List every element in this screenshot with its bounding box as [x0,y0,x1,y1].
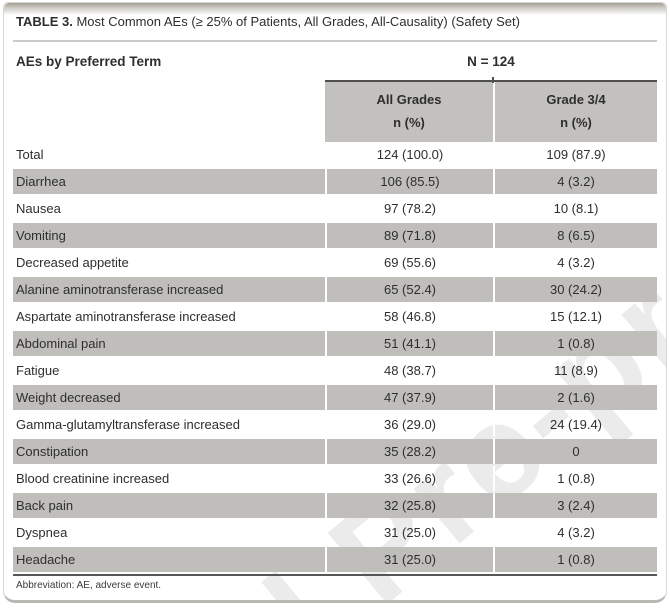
cell-grade-3-4: 24 (19.4) [493,412,657,437]
cell-term: Back pain [13,493,325,518]
cell-grade-3-4: 8 (6.5) [493,223,657,248]
cell-term: Nausea [16,201,61,216]
cell-all-grades: 48 (38.7) [325,358,493,383]
table-footnote: Abbreviation: AE, adverse event. [16,580,162,591]
column-divider-tick [492,77,494,83]
cell-grade-3-4: 10 (8.1) [493,196,657,221]
column-subtitle: n (%) [393,115,425,130]
n-count-header: N = 124 [467,53,515,69]
table-row: Alanine aminotransferase increased 65 (5… [13,277,657,302]
preferred-term-header: AEs by Preferred Term [16,53,162,69]
cell-term: Dyspnea [16,525,68,540]
column-header-all-grades: All Grades n (%) [325,82,493,142]
document-page: Journal Pre-proof TABLE 3. Most Common A… [3,2,667,603]
cell-grade-3-4: 2 (1.6) [493,385,657,410]
cell-term: Constipation [13,439,325,464]
cell-all-grades: 65 (52.4) [325,277,493,302]
cell-all-grades: 33 (26.6) [325,466,493,491]
table-row: Back pain 32 (25.8) 3 (2.4) [13,493,657,518]
cell-grade-3-4: 4 (3.2) [493,169,657,194]
table-body: Total 124 (100.0) 109 (87.9) Diarrhea 10… [13,142,657,572]
cell-grade-3-4: 30 (24.2) [493,277,657,302]
scanned-page-top-edge [4,3,666,15]
cell-grade-3-4: 15 (12.1) [493,304,657,329]
cell-all-grades: 69 (55.6) [325,250,493,275]
table-row: Weight decreased 47 (37.9) 2 (1.6) [13,385,657,410]
cell-term: Decreased appetite [16,255,129,270]
cell-grade-3-4: 1 (0.8) [493,466,657,491]
table-row: Fatigue 48 (38.7) 11 (8.9) [13,358,657,383]
cell-all-grades: 35 (28.2) [325,439,493,464]
table-row: Decreased appetite 69 (55.6) 4 (3.2) [13,250,657,275]
cell-grade-3-4: 3 (2.4) [493,493,657,518]
cell-grade-3-4: 0 [493,439,657,464]
table-row: Dyspnea 31 (25.0) 4 (3.2) [13,520,657,545]
table-row: Nausea 97 (78.2) 10 (8.1) [13,196,657,221]
cell-all-grades: 97 (78.2) [325,196,493,221]
table-row: Constipation 35 (28.2) 0 [13,439,657,464]
cell-all-grades: 32 (25.8) [325,493,493,518]
cell-all-grades: 106 (85.5) [325,169,493,194]
cell-term: Abdominal pain [13,331,325,356]
cell-term: Alanine aminotransferase increased [13,277,325,302]
cell-term: Diarrhea [13,169,325,194]
title-divider [13,40,657,42]
column-header-grade-3-4: Grade 3/4 n (%) [493,82,657,142]
empty-header-cell [13,82,325,142]
table-row: Abdominal pain 51 (41.1) 1 (0.8) [13,331,657,356]
table-header-row: AEs by Preferred Term N = 124 [13,42,657,80]
table-row: Gamma-glutamyltransferase increased 36 (… [13,412,657,437]
cell-term: Fatigue [16,363,60,378]
table-container: TABLE 3. Most Common AEs (≥ 25% of Patie… [4,3,666,591]
cell-term: Vomiting [13,223,325,248]
cell-grade-3-4: 1 (0.8) [493,547,657,572]
cell-grade-3-4: 1 (0.8) [493,331,657,356]
table-title-text: Most Common AEs (≥ 25% of Patients, All … [76,14,520,29]
column-name: All Grades [376,92,442,107]
cell-term: Gamma-glutamyltransferase increased [16,417,240,432]
table-bottom-rule [13,574,657,576]
table-row: Total 124 (100.0) 109 (87.9) [13,142,657,167]
cell-term: Aspartate aminotransferase increased [16,309,236,324]
cell-all-grades: 36 (29.0) [325,412,493,437]
cell-term: Headache [13,547,325,572]
cell-term: Weight decreased [13,385,325,410]
column-name: Grade 3/4 [546,92,606,107]
table-row: Vomiting 89 (71.8) 8 (6.5) [13,223,657,248]
cell-all-grades: 31 (25.0) [325,520,493,545]
cell-all-grades: 58 (46.8) [325,304,493,329]
cell-term: Total [16,147,44,162]
cell-term: Blood creatinine increased [16,471,170,486]
cell-all-grades: 51 (41.1) [325,331,493,356]
cell-all-grades: 31 (25.0) [325,547,493,572]
cell-grade-3-4: 4 (3.2) [493,520,657,545]
cell-all-grades: 47 (37.9) [325,385,493,410]
table-row: Headache 31 (25.0) 1 (0.8) [13,547,657,572]
cell-grade-3-4: 109 (87.9) [493,142,657,167]
cell-all-grades: 89 (71.8) [325,223,493,248]
column-header-row: All Grades n (%) Grade 3/4 n (%) [13,82,657,142]
table-row: Blood creatinine increased 33 (26.6) 1 (… [13,466,657,491]
table-title: TABLE 3. Most Common AEs (≥ 25% of Patie… [13,13,657,30]
cell-all-grades: 124 (100.0) [325,142,493,167]
table-row: Diarrhea 106 (85.5) 4 (3.2) [13,169,657,194]
column-subtitle: n (%) [560,115,592,130]
table-row: Aspartate aminotransferase increased 58 … [13,304,657,329]
cell-grade-3-4: 11 (8.9) [493,358,657,383]
table-number-label: TABLE 3. [16,14,73,29]
cell-grade-3-4: 4 (3.2) [493,250,657,275]
header-rule [325,77,657,83]
